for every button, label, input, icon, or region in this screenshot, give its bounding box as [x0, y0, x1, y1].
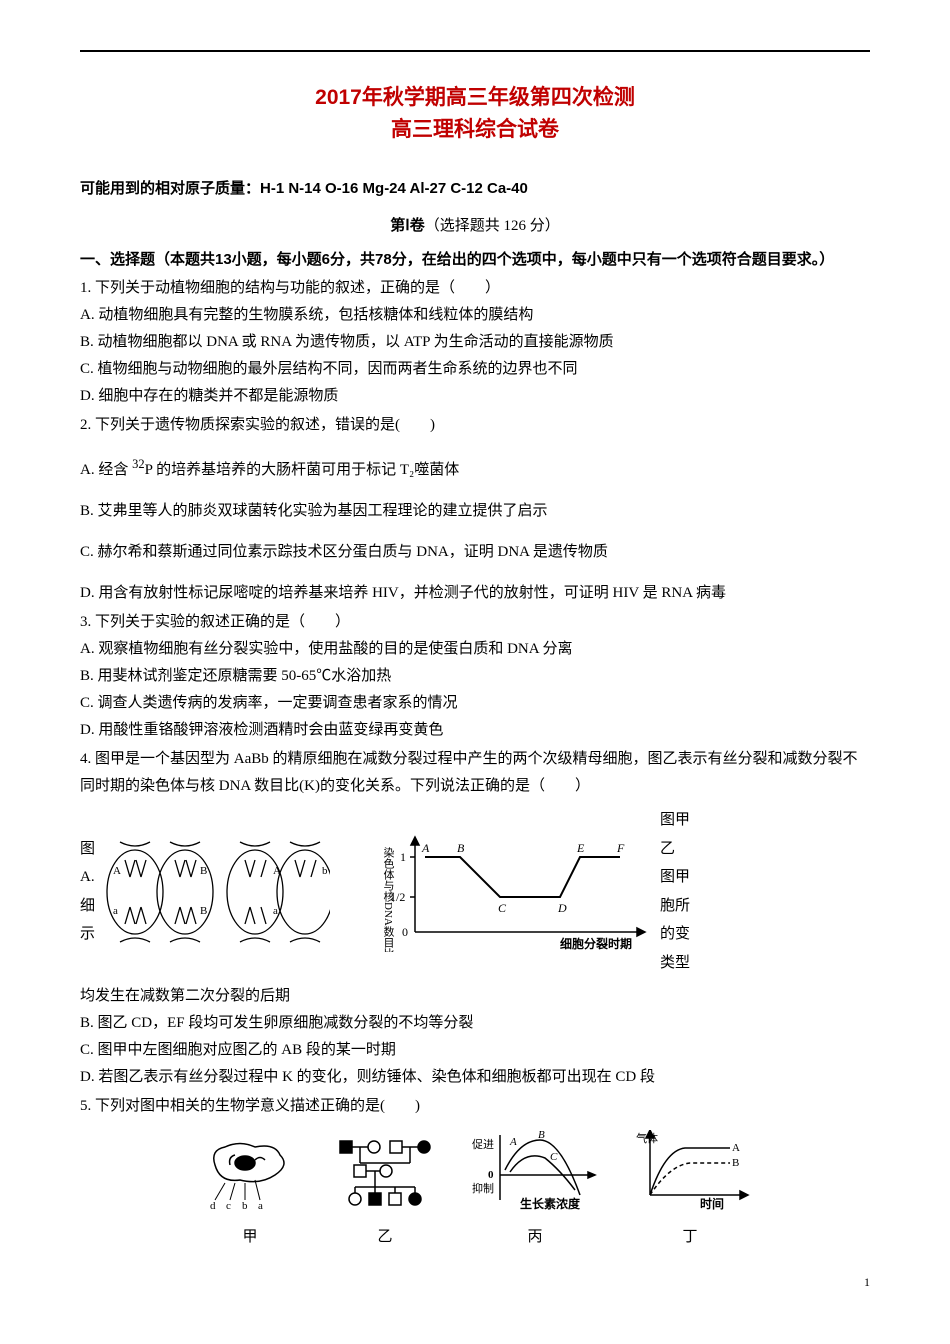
q3-option-c: C. 调查人类遗传病的发病率，一定要调查患者家系的情况	[80, 690, 870, 717]
chart-y0: 0	[402, 925, 408, 939]
q2-a-sup: 32	[132, 457, 145, 471]
cell-left-B: B	[200, 865, 207, 877]
q4-left-2: 细	[80, 892, 100, 921]
ding-a: A	[732, 1142, 740, 1154]
cell-left-a: a	[113, 905, 118, 917]
jia-c: c	[226, 1200, 231, 1210]
q4-left-3: 示	[80, 920, 100, 949]
part-1-label: 第Ⅰ卷（选择题共 126 分）	[80, 212, 870, 240]
bing-c: C	[550, 1151, 558, 1163]
q5-fig-yi: 乙	[330, 1135, 440, 1251]
q5-figure-row: d c b a 甲	[80, 1130, 870, 1251]
chart-ylabel: 染色体与核DNA数目比	[382, 845, 395, 951]
q1-option-c: C. 植物细胞与动物细胞的最外层结构不同，因而两者生命系统的边界也不同	[80, 356, 870, 383]
q2-a-post: P 的培养基培养的大肠杆菌可用于标记 T₂噬菌体	[145, 462, 460, 478]
bing-zero: 0	[488, 1169, 494, 1181]
q1-option-a: A. 动植物细胞具有完整的生物膜系统，包括核糖体和线粒体的膜结构	[80, 302, 870, 329]
chart-pt-b: B	[457, 841, 465, 855]
q3-option-b: B. 用斐林试剂鉴定还原糖需要 50-65℃水浴加热	[80, 663, 870, 690]
ding-ylabel: 气体	[636, 1131, 658, 1145]
q1-option-d: D. 细胞中存在的糖类并不都是能源物质	[80, 383, 870, 410]
chart-pt-d: D	[557, 901, 567, 915]
q4-right-wrap-text: 图甲 乙 图甲 胞所 的变 类型	[660, 806, 708, 977]
jia-a: a	[258, 1200, 263, 1210]
q1-option-b: B. 动植物细胞都以 DNA 或 RNA 为遗传物质，以 ATP 为生命活动的直…	[80, 329, 870, 356]
chart-pt-c: C	[498, 901, 507, 915]
q4-right-0: 图甲	[660, 806, 708, 835]
chart-pt-e: E	[576, 841, 585, 855]
chart-y1: 1	[400, 850, 406, 864]
bing-a: A	[509, 1136, 517, 1148]
q5-fig-bing: A B C 促进 0 抑制 生长素浓度 丙	[470, 1130, 600, 1251]
q4-figure-row: 图 A. 细 示 A B a B	[80, 806, 870, 977]
q4-option-b: B. 图乙 CD，EF 段均可发生卵原细胞减数分裂的不均等分裂	[80, 1010, 870, 1037]
q4-option-a-tail: 均发生在减数第二次分裂的后期	[80, 983, 870, 1010]
chart-xlabel: 细胞分裂时期	[560, 936, 632, 951]
q5-label-ding: 丁	[630, 1224, 750, 1251]
chart-pt-f: F	[616, 841, 625, 855]
q2-option-b: B. 艾弗里等人的肺炎双球菌转化实验为基因工程理论的建立提供了启示	[80, 498, 870, 525]
q1-stem: 1. 下列关于动植物细胞的结构与功能的叙述，正确的是（ ）	[80, 275, 870, 302]
ding-xlabel: 时间	[700, 1196, 724, 1210]
page-number: 1	[864, 1272, 870, 1294]
q4-option-d: D. 若图乙表示有丝分裂过程中 K 的变化，则纺锤体、染色体和细胞板都可出现在 …	[80, 1064, 870, 1091]
cell-right-A: A	[273, 865, 281, 877]
q2-option-c: C. 赫尔希和蔡斯通过同位素示踪技术区分蛋白质与 DNA，证明 DNA 是遗传物…	[80, 539, 870, 566]
ding-b: B	[732, 1157, 739, 1169]
q4-right-2: 图甲	[660, 863, 708, 892]
q2-stem: 2. 下列关于遗传物质探索实验的叙述，错误的是( )	[80, 412, 870, 439]
bing-xlabel: 生长素浓度	[520, 1196, 581, 1210]
q5-label-bing: 丙	[470, 1224, 600, 1251]
q4-right-1: 乙	[660, 835, 708, 864]
q2-a-pre: A. 经含	[80, 462, 132, 478]
cell-left-A: A	[113, 865, 121, 877]
q5-fig-jia: d c b a 甲	[200, 1135, 300, 1251]
part-1-rest: （选择题共 126 分）	[425, 218, 560, 234]
q3-option-d: D. 用酸性重铬酸钾溶液检测酒精时会由蓝变绿再变黄色	[80, 717, 870, 744]
top-rule	[80, 50, 870, 52]
exam-title-line-1: 2017年秋学期高三年级第四次检测	[80, 82, 870, 114]
cell-right-b: b	[322, 865, 328, 877]
q5-stem: 5. 下列对图中相关的生物学意义描述正确的是( )	[80, 1093, 870, 1120]
q4-right-3: 胞所	[660, 892, 708, 921]
q4-left-wrap-text: 图 A. 细 示	[80, 835, 100, 949]
jia-d: d	[210, 1200, 216, 1210]
bing-ybot: 抑制	[472, 1181, 494, 1195]
bing-ytop: 促进	[472, 1137, 494, 1151]
jia-b: b	[242, 1200, 248, 1210]
q4-right-4: 的变	[660, 920, 708, 949]
q4-left-0: 图	[80, 835, 100, 864]
bing-b: B	[538, 1130, 545, 1141]
cell-right-a: a	[273, 905, 278, 917]
q3-option-a: A. 观察植物细胞有丝分裂实验中，使用盐酸的目的是使蛋白质和 DNA 分离	[80, 636, 870, 663]
q5-label-jia: 甲	[200, 1224, 300, 1251]
q4-cell-diagram: A B a B A b a	[100, 832, 330, 952]
q2-option-d: D. 用含有放射性标记尿嘧啶的培养基来培养 HIV，并检测子代的放射性，可证明 …	[80, 580, 870, 607]
section-1-heading: 一、选择题（本题共13小题，每小题6分，共78分，在给出的四个选项中，每小题中只…	[80, 246, 870, 273]
chart-pt-a: A	[421, 841, 430, 855]
q4-right-5: 类型	[660, 949, 708, 978]
q4-left-1: A.	[80, 863, 100, 892]
q4-line-chart: 1 1/2 0 A B C D E F 细胞分裂时期 染色体与核DNA数目比	[380, 832, 650, 952]
part-1-bold: 第Ⅰ卷	[390, 217, 424, 234]
q5-fig-ding: 气体 A B 时间 丁	[630, 1130, 750, 1251]
q4-option-c: C. 图甲中左图细胞对应图乙的 AB 段的某一时期	[80, 1037, 870, 1064]
atomic-masses: 可能用到的相对原子质量：H-1 N-14 O-16 Mg-24 Al-27 C-…	[80, 175, 870, 202]
exam-title-line-2: 高三理科综合试卷	[80, 114, 870, 146]
cell-left-B2: B	[200, 905, 207, 917]
q2-option-a: A. 经含 32P 的培养基培养的大肠杆菌可用于标记 T₂噬菌体	[80, 453, 870, 484]
q4-stem: 4. 图甲是一个基因型为 AaBb 的精原细胞在减数分裂过程中产生的两个次级精母…	[80, 746, 870, 800]
q3-stem: 3. 下列关于实验的叙述正确的是（ ）	[80, 609, 870, 636]
q5-label-yi: 乙	[330, 1224, 440, 1251]
